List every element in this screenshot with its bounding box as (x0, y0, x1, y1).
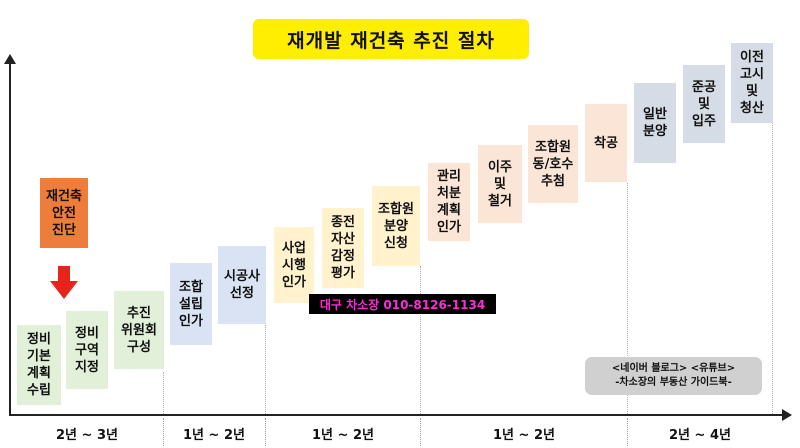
step-label: 정비 기본 계획 수립 (27, 332, 51, 398)
guide-line (627, 183, 628, 414)
step-box: 준공 및 입주 (683, 65, 725, 143)
step-box: 이전 고시 및 청산 (731, 43, 773, 123)
blog-line-1: <네이버 블로그> <유튜브> (611, 363, 736, 374)
guide-line (163, 372, 164, 414)
step-label: 이전 고시 및 청산 (740, 50, 764, 116)
period-label: 1년 ~ 2년 (183, 428, 245, 443)
step-label: 이주 및 철거 (488, 159, 512, 209)
step-box: 정비 구역 지정 (66, 311, 108, 389)
x-axis (9, 414, 784, 416)
period-label: 2년 ~ 3년 (56, 428, 118, 443)
period-divider (265, 418, 266, 446)
step-box: 사업 시행 인가 (274, 227, 314, 303)
x-axis-arrow-icon (782, 409, 792, 421)
blog-line-2: -차소장의 부동산 가이드북- (615, 377, 732, 388)
period-label: 2년 ~ 4년 (669, 428, 731, 443)
step-label: 준공 및 입주 (692, 79, 716, 129)
step-box: 일반 분양 (634, 83, 676, 163)
period-divider (163, 418, 164, 446)
guide-line (420, 266, 421, 414)
y-axis-arrow-icon (4, 54, 16, 64)
step-box: 관리 처분 계획 인가 (428, 163, 470, 241)
step-label: 조합원 동/호수 추첨 (532, 139, 574, 189)
step-box: 조합원 동/호수 추첨 (528, 125, 578, 203)
period-divider (627, 418, 628, 446)
contact-banner: 대구 차소장 010-8126-1134 (309, 294, 496, 314)
period-divider (420, 418, 421, 446)
step-label: 종전 자산 감정 평가 (331, 215, 355, 281)
step-box: 착공 (585, 104, 627, 182)
step-label: 사업 시행 인가 (282, 240, 306, 290)
step-label: 시공사 선정 (224, 269, 260, 301)
step-box: 이주 및 철거 (478, 145, 522, 223)
step-label: 조합원 분양 신청 (378, 201, 414, 251)
guide-line (265, 297, 266, 414)
step-box: 조합원 분양 신청 (372, 186, 420, 266)
step-label: 조합 설립 인가 (179, 279, 203, 329)
step-label: 착공 (594, 135, 618, 151)
step-label: 일반 분양 (643, 107, 667, 139)
step-label: 정비 구역 지정 (75, 325, 99, 375)
safety-diagnosis-box: 재건축 안전 진단 (40, 178, 88, 248)
down-arrow-icon (50, 266, 78, 302)
period-label: 1년 ~ 2년 (493, 428, 555, 443)
safety-diagnosis-label: 재건축 안전 진단 (46, 188, 82, 238)
step-box: 조합 설립 인가 (170, 263, 212, 345)
blog-info-box: <네이버 블로그> <유튜브> -차소장의 부동산 가이드북- (585, 357, 762, 395)
step-box: 시공사 선정 (218, 246, 266, 324)
step-label: 관리 처분 계획 인가 (437, 169, 461, 235)
page-title: 재개발 재건축 추진 절차 (253, 19, 529, 59)
step-box: 종전 자산 감정 평가 (322, 208, 364, 288)
step-box: 추진 위원회 구성 (114, 291, 164, 369)
step-box: 정비 기본 계획 수립 (17, 325, 61, 405)
guide-line (772, 122, 773, 414)
period-label: 1년 ~ 2년 (312, 428, 374, 443)
step-label: 추진 위원회 구성 (121, 305, 157, 355)
y-axis (9, 62, 11, 416)
